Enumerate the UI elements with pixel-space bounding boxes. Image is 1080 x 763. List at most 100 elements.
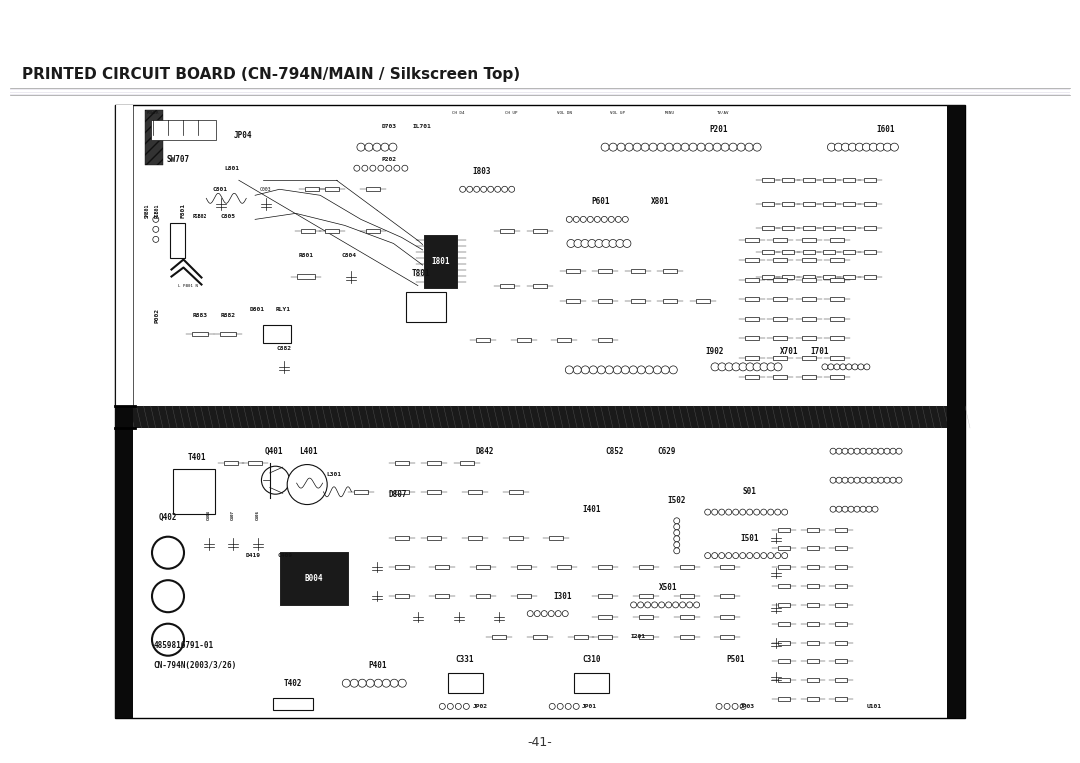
Bar [779, 565, 791, 569]
Circle shape [827, 143, 836, 151]
Circle shape [581, 366, 590, 374]
Bar [802, 202, 814, 206]
Circle shape [740, 509, 745, 515]
Circle shape [580, 217, 586, 222]
Circle shape [689, 143, 697, 151]
Circle shape [724, 703, 730, 710]
Circle shape [848, 477, 854, 483]
Text: D842: D842 [475, 446, 494, 456]
Circle shape [609, 240, 617, 247]
Circle shape [674, 524, 679, 530]
Circle shape [739, 363, 747, 371]
Circle shape [674, 536, 679, 542]
Circle shape [866, 506, 872, 512]
Bar [843, 179, 855, 182]
Bar [476, 338, 490, 342]
Bar [428, 490, 442, 494]
Bar [782, 202, 794, 206]
Bar [801, 356, 815, 360]
Circle shape [502, 186, 508, 192]
Text: S01: S01 [742, 488, 756, 496]
Bar [447, 673, 483, 694]
Bar [663, 269, 677, 272]
Circle shape [738, 143, 745, 151]
Circle shape [704, 509, 711, 515]
Bar [779, 527, 791, 532]
Bar [864, 202, 876, 206]
Circle shape [373, 143, 381, 151]
Circle shape [659, 602, 664, 608]
Circle shape [712, 509, 718, 515]
Bar [301, 230, 315, 233]
Circle shape [836, 477, 842, 483]
Circle shape [474, 186, 480, 192]
Bar [801, 297, 815, 301]
Text: P202: P202 [382, 156, 397, 162]
Bar [835, 641, 847, 645]
Circle shape [746, 552, 753, 559]
Text: VOL DN: VOL DN [557, 111, 572, 115]
Bar [744, 336, 758, 340]
Circle shape [375, 679, 382, 687]
Circle shape [852, 364, 858, 370]
Bar [550, 536, 564, 540]
Bar [744, 297, 758, 301]
Bar [801, 258, 815, 262]
Text: D807: D807 [389, 490, 407, 499]
Circle shape [872, 506, 878, 512]
Circle shape [467, 186, 473, 192]
Bar [492, 635, 507, 639]
Text: 4859816791-01: 4859816791-01 [153, 641, 214, 650]
Bar [807, 659, 819, 664]
Bar [831, 278, 845, 282]
Text: P401: P401 [368, 662, 387, 671]
Circle shape [613, 366, 621, 374]
Text: P002: P002 [154, 308, 160, 324]
Text: R801: R801 [299, 253, 314, 258]
Bar [802, 275, 814, 278]
Circle shape [381, 143, 389, 151]
Circle shape [760, 363, 768, 371]
Bar [779, 603, 791, 607]
Circle shape [860, 448, 866, 454]
Circle shape [389, 143, 397, 151]
Bar [696, 298, 710, 303]
Circle shape [732, 509, 739, 515]
Circle shape [822, 364, 828, 370]
Bar [744, 356, 758, 360]
Bar [802, 179, 814, 182]
Circle shape [527, 610, 534, 617]
Bar [779, 659, 791, 664]
Circle shape [831, 448, 836, 454]
Circle shape [550, 703, 555, 710]
Text: L401: L401 [299, 446, 318, 456]
Circle shape [623, 240, 631, 247]
Text: U101: U101 [866, 704, 881, 709]
Circle shape [631, 602, 636, 608]
Bar [557, 338, 571, 342]
Bar [516, 338, 530, 342]
Bar [831, 239, 845, 243]
Bar [500, 230, 514, 233]
Circle shape [588, 217, 593, 222]
Circle shape [836, 448, 842, 454]
Circle shape [573, 366, 581, 374]
Circle shape [835, 143, 842, 151]
Circle shape [617, 143, 625, 151]
Text: X701: X701 [780, 347, 798, 356]
Bar [366, 230, 380, 233]
Bar [516, 565, 530, 569]
Circle shape [616, 240, 624, 247]
Text: TV/AV: TV/AV [717, 111, 729, 115]
Bar [679, 635, 693, 639]
Text: JP03: JP03 [740, 704, 755, 709]
Circle shape [378, 166, 383, 171]
Circle shape [705, 143, 713, 151]
Bar [801, 375, 815, 379]
Bar [773, 336, 787, 340]
Bar [114, 105, 966, 718]
Bar [423, 234, 458, 289]
Circle shape [841, 143, 849, 151]
Circle shape [842, 477, 848, 483]
Text: C804: C804 [341, 253, 356, 258]
